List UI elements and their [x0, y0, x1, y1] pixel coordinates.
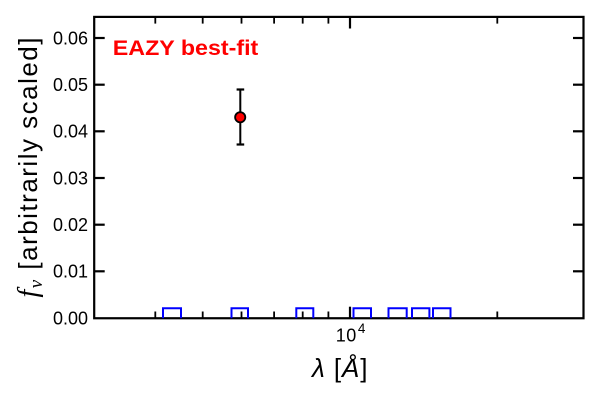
svg-text:0.05: 0.05 — [53, 75, 88, 95]
svg-text:0.06: 0.06 — [53, 28, 88, 48]
svg-text:104: 104 — [336, 321, 366, 346]
svg-text:EAZY best-fit: EAZY best-fit — [113, 35, 258, 60]
svg-text:0.00: 0.00 — [53, 308, 88, 328]
svg-text:fν [arbitrarily scaled]: fν [arbitrarily scaled] — [13, 38, 47, 298]
svg-text:0.01: 0.01 — [53, 262, 88, 282]
svg-text:0.02: 0.02 — [53, 215, 88, 235]
svg-text:λ [Å]: λ [Å] — [310, 353, 368, 383]
svg-text:0.03: 0.03 — [53, 168, 88, 188]
svg-text:0.04: 0.04 — [53, 122, 88, 142]
